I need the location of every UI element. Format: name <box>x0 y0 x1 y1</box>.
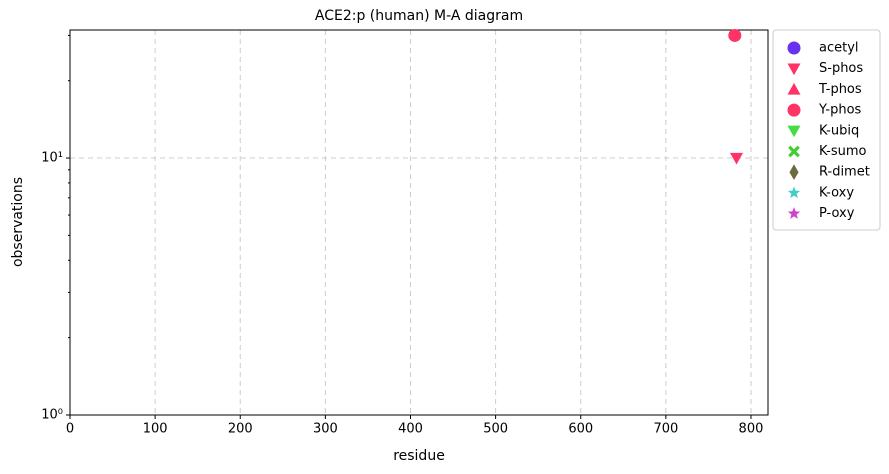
legend-marker <box>787 63 801 76</box>
chart-title: ACE2:p (human) M-A diagram <box>315 8 523 24</box>
legend-label: K-oxy <box>819 185 854 200</box>
legend-label: R-dimet <box>819 165 870 180</box>
x-tick-label: 400 <box>398 422 423 437</box>
legend-box <box>772 29 881 231</box>
legend-marker <box>787 103 801 117</box>
x-axis-label: residue <box>393 448 445 464</box>
x-tick-label: 500 <box>483 422 508 437</box>
legend-marker <box>787 125 801 138</box>
legend-label: K-ubiq <box>819 123 859 138</box>
y-axis-label: observations <box>10 177 26 267</box>
legend-label: S-phos <box>819 61 863 76</box>
y-tick-label: 10⁰ <box>41 408 63 423</box>
legend-marker <box>789 164 799 180</box>
x-tick-label: 700 <box>653 422 678 437</box>
x-tick-label: 300 <box>313 422 338 437</box>
legend-marker <box>787 41 801 55</box>
x-tick-label: 200 <box>228 422 253 437</box>
legend-label: acetyl <box>819 41 859 56</box>
legend-label: T-phos <box>818 82 862 97</box>
legend-label: Y-phos <box>818 103 862 118</box>
x-tick-label: 0 <box>66 422 74 437</box>
legend-label: P-oxy <box>819 206 855 221</box>
legend-label: K-sumo <box>819 144 867 159</box>
y-tick-label: 10¹ <box>41 151 63 166</box>
legend-marker <box>788 145 800 158</box>
plot-frame <box>69 29 769 416</box>
legend-marker <box>787 82 801 95</box>
legend-marker <box>787 207 801 219</box>
data-point <box>730 152 744 165</box>
x-tick-label: 600 <box>568 422 593 437</box>
data-point <box>728 28 742 42</box>
legend-marker <box>787 186 801 199</box>
x-tick-label: 100 <box>143 422 168 437</box>
x-tick-label: 800 <box>739 422 764 437</box>
